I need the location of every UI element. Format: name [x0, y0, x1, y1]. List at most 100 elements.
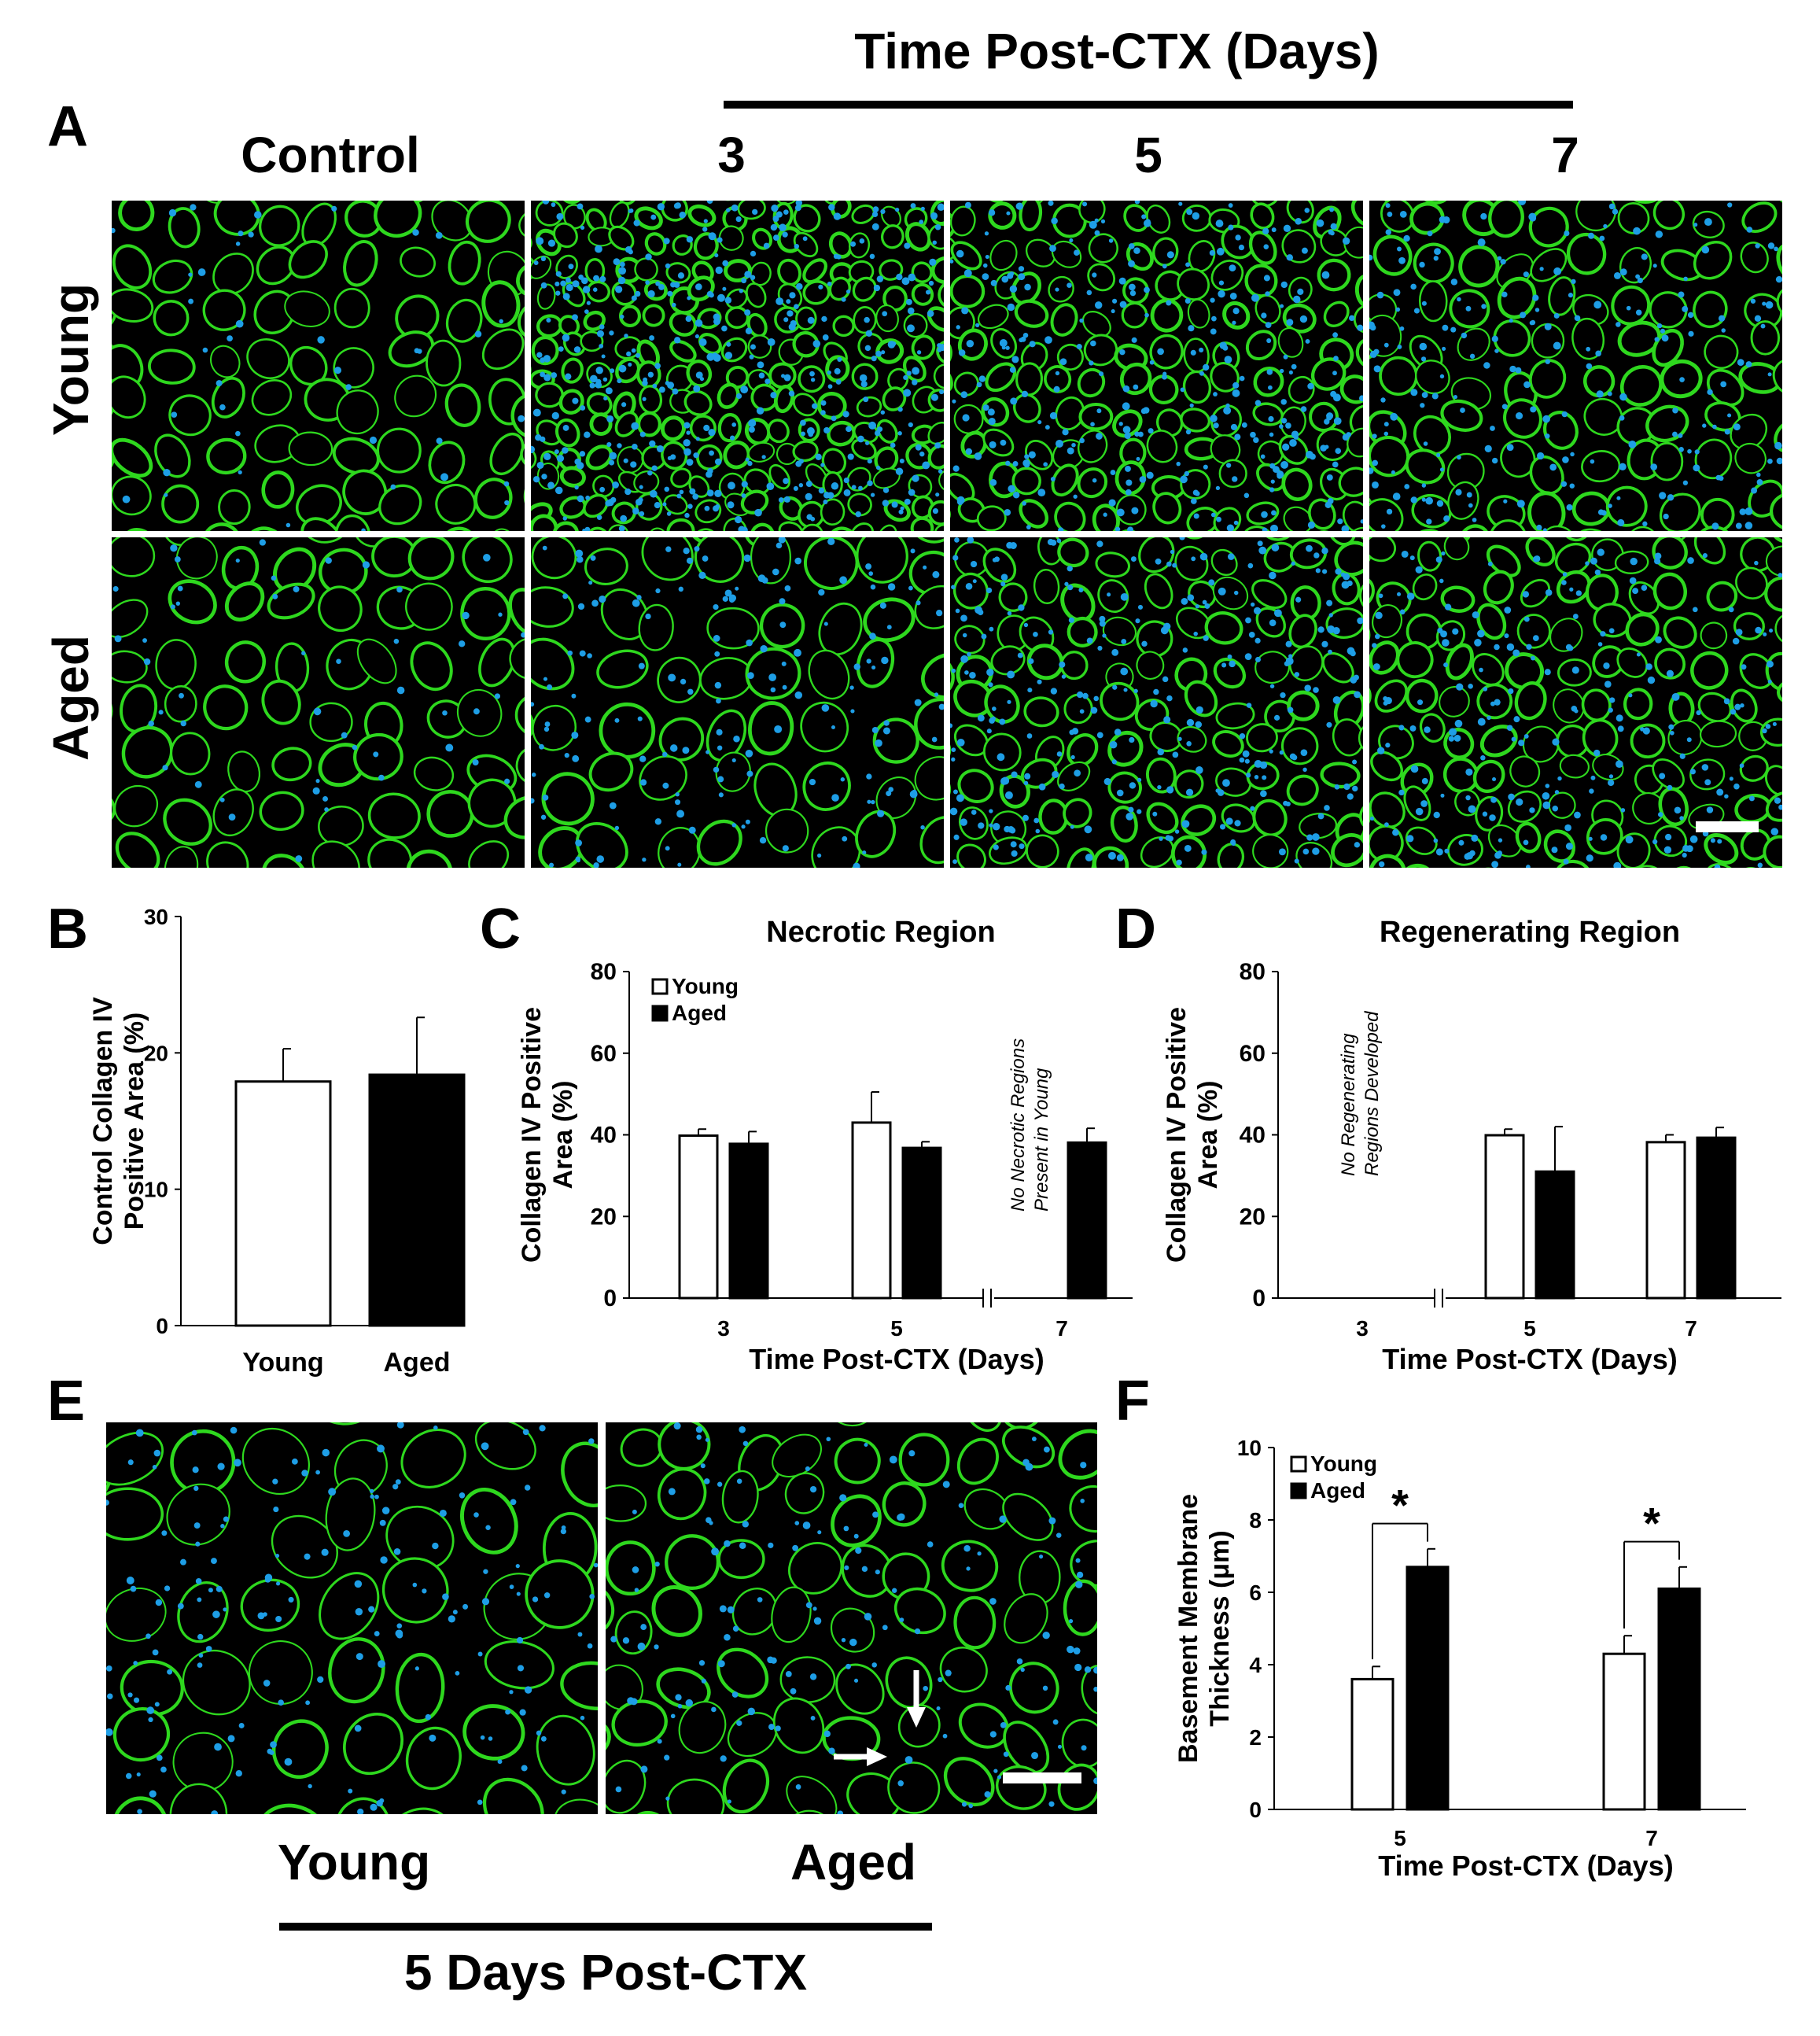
- e-caption-rule: [279, 1923, 932, 1931]
- time-post-ctx-header: Time Post-CTX (Days): [854, 23, 1380, 79]
- tissue-texture: [1369, 201, 1782, 531]
- x-tick-label: Young: [242, 1348, 323, 1378]
- bar: [1645, 1141, 1686, 1300]
- y-tick-label: 4: [1249, 1653, 1262, 1677]
- bar: [851, 1121, 892, 1300]
- y-tick-label: 40: [591, 1123, 617, 1149]
- micrograph-e-aged: [606, 1422, 1097, 1814]
- annotation-line: Present in Young: [1031, 1068, 1052, 1212]
- x-tick-label: 7: [1056, 1316, 1068, 1341]
- panel-b-chart: 0 10 20 30 Control Collagen IV Positive Area …: [71, 897, 511, 1416]
- scale-bar: [1696, 821, 1759, 832]
- y-axis-label-line: Thickness (μm): [1205, 1530, 1235, 1726]
- y-tick-label: 80: [591, 959, 617, 985]
- x-axis-label: Time Post-CTX (Days): [749, 1343, 1044, 1375]
- bar: [1067, 1141, 1107, 1300]
- y-tick-label: 0: [1249, 1798, 1262, 1822]
- y-tick-label: 20: [1240, 1204, 1266, 1230]
- legend-swatch: [1290, 1455, 1307, 1473]
- x-axis-label: Time Post-CTX (Days): [1378, 1850, 1673, 1882]
- bar: [1534, 1170, 1575, 1300]
- bar: [368, 1073, 466, 1327]
- tissue-texture: [606, 1422, 1097, 1814]
- significance-marker: *: [1643, 1499, 1660, 1548]
- micrograph-young-day5: [950, 201, 1363, 531]
- bar: [234, 1080, 332, 1327]
- y-tick-label: 0: [603, 1285, 617, 1311]
- micrograph-aged-day5: [950, 537, 1363, 868]
- y-tick-label: 0: [156, 1314, 168, 1338]
- x-tick-label: 5: [1394, 1826, 1406, 1850]
- panel-c-chart: Necrotic Region 0 20 40 60 80 Collagen IV Posi…: [511, 905, 1140, 1377]
- annotation-line: No Regenerating: [1338, 1033, 1359, 1176]
- y-tick-label: 60: [591, 1041, 617, 1067]
- x-tick-label: Aged: [384, 1348, 451, 1378]
- panel-d-chart: Regenerating Region 0 20 40 60 80 Collagen IV …: [1148, 905, 1793, 1377]
- bar: [1696, 1136, 1737, 1300]
- y-axis-label: Collagen IV Positive Area (%): [517, 1007, 578, 1263]
- panel-a-letter: A: [47, 95, 88, 158]
- y-tick-label: 20: [591, 1204, 617, 1230]
- y-tick-label: 60: [1240, 1041, 1266, 1067]
- y-axis-label: Basement Membrane Thickness (μm): [1173, 1494, 1235, 1763]
- y-tick-label: 2: [1249, 1725, 1262, 1750]
- arrow-right-icon: [867, 1747, 887, 1766]
- column-header-day5: 5: [1134, 127, 1162, 183]
- bar: [1602, 1652, 1646, 1811]
- x-tick-label: 7: [1685, 1316, 1697, 1341]
- bar: [1657, 1587, 1701, 1811]
- panel-b-svg: 0 10 20 30 Control Collagen IV Positive Area …: [88, 905, 466, 1378]
- y-tick-label: 80: [1240, 959, 1266, 985]
- y-tick-label: 0: [1252, 1285, 1266, 1311]
- column-header-day3: 3: [717, 127, 746, 183]
- chart-title: Necrotic Region: [766, 916, 995, 949]
- micrograph-aged-day7: [1369, 537, 1782, 868]
- tissue-texture: [112, 201, 525, 531]
- y-tick-label: 40: [1240, 1123, 1266, 1149]
- x-tick-label: 3: [1356, 1316, 1369, 1341]
- panel-c-svg: Necrotic Region 0 20 40 60 80 Collagen IV Posi…: [517, 916, 1133, 1375]
- micrograph-e-young: [106, 1422, 598, 1814]
- y-tick-label: 20: [144, 1041, 168, 1065]
- e-caption: 5 Days Post-CTX: [403, 1944, 808, 2001]
- legend-label: Aged: [1310, 1478, 1365, 1503]
- panel-f-chart: 0 2 4 6 8 10 Basement Membrane Thickness (μm) 5 7…: [1148, 1416, 1762, 1904]
- x-tick-label: 7: [1645, 1826, 1658, 1850]
- y-tick-label: 30: [144, 905, 168, 929]
- legend-label: Aged: [672, 1001, 727, 1025]
- chart-title: Regenerating Region: [1380, 916, 1680, 949]
- y-axis-label-line: Area (%): [1193, 1081, 1223, 1190]
- time-header-rule: [724, 101, 1573, 109]
- y-axis-label-line: Collagen IV Positive: [1162, 1007, 1192, 1263]
- y-tick-label: 10: [144, 1178, 168, 1202]
- y-axis-label-line: Area (%): [548, 1081, 578, 1190]
- micrograph-young-control: [112, 201, 525, 531]
- bar: [901, 1146, 942, 1300]
- micrograph-young-day7: [1369, 201, 1782, 531]
- y-axis-label-line: Control Collagen IV: [88, 997, 118, 1245]
- row-label-aged: Aged: [42, 635, 99, 761]
- annotation-line: Regions Developed: [1361, 1011, 1383, 1176]
- y-axis-label: Control Collagen IV Positive Area (%): [88, 997, 149, 1245]
- legend-swatch: [651, 1005, 669, 1022]
- y-axis-label: Collagen IV Positive Area (%): [1162, 1007, 1223, 1263]
- x-tick-label: 5: [1523, 1316, 1536, 1341]
- column-header-day7: 7: [1551, 127, 1579, 183]
- annotation-line: No Necrotic Regions: [1008, 1038, 1029, 1212]
- e-label-young: Young: [277, 1834, 431, 1890]
- arrows-overlay: [834, 1670, 1081, 1783]
- panel-d-svg: Regenerating Region 0 20 40 60 80 Collagen IV …: [1162, 916, 1781, 1375]
- tissue-texture: [1369, 537, 1782, 868]
- annotation: No Regenerating Regions Developed: [1338, 1011, 1383, 1176]
- e-label-aged: Aged: [790, 1834, 916, 1890]
- x-tick-label: 5: [890, 1316, 903, 1341]
- bar: [1484, 1134, 1525, 1300]
- y-tick-label: 10: [1237, 1436, 1262, 1460]
- significance-marker: *: [1391, 1481, 1409, 1530]
- tissue-texture: [950, 201, 1363, 531]
- annotation: No Necrotic Regions Present in Young: [1008, 1038, 1052, 1212]
- bar: [678, 1134, 719, 1300]
- y-axis-label-line: Basement Membrane: [1173, 1494, 1203, 1763]
- legend-label: Young: [1310, 1451, 1377, 1476]
- tissue-texture: [531, 537, 944, 868]
